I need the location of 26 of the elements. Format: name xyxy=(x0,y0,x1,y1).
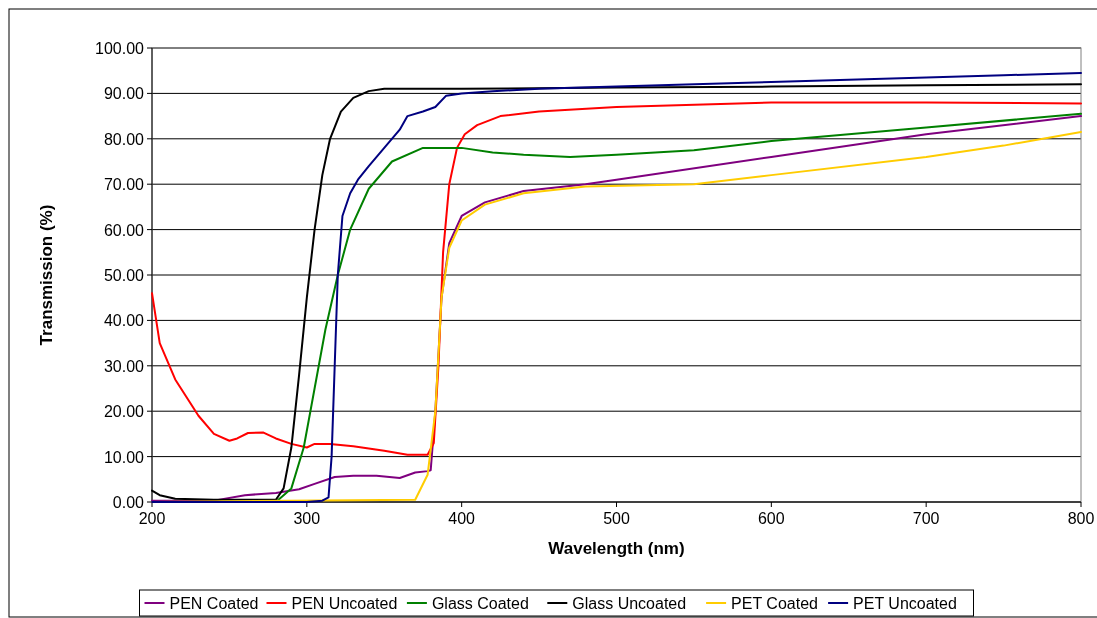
y-tick-label: 20.00 xyxy=(103,403,145,421)
legend-label: PEN Coated xyxy=(169,595,259,612)
y-tick-label: 70.00 xyxy=(103,176,145,194)
x-tick-label: 300 xyxy=(293,510,321,527)
y-tick-label: 0.00 xyxy=(112,494,145,511)
y-tick-label: 40.00 xyxy=(103,312,145,330)
y-tick-label: 10.00 xyxy=(103,448,145,466)
legend-label: PEN Uncoated xyxy=(291,595,398,612)
y-tick-label: 60.00 xyxy=(103,221,145,239)
x-tick-label: 400 xyxy=(448,510,476,527)
y-tick-label: 50.00 xyxy=(103,267,145,284)
x-tick-label: 200 xyxy=(138,510,166,527)
y-axis-title: Transmission (%) xyxy=(37,204,56,346)
y-tick-label: 90.00 xyxy=(103,85,145,103)
legend-label: Glass Uncoated xyxy=(572,595,687,612)
legend-label: PET Coated xyxy=(731,595,818,612)
legend-label: PET Uncoated xyxy=(853,595,957,612)
x-tick-label: 500 xyxy=(603,510,630,527)
x-tick-label: 800 xyxy=(1067,510,1095,527)
x-tick-label: 700 xyxy=(912,510,940,527)
y-tick-label: 30.00 xyxy=(103,357,145,375)
legend-label: Glass Coated xyxy=(431,595,529,612)
x-tick-label: 600 xyxy=(757,510,785,527)
x-axis-title: Wavelength (nm) xyxy=(548,539,685,558)
y-tick-label: 100.00 xyxy=(95,40,145,57)
y-tick-label: 80.00 xyxy=(103,130,145,148)
